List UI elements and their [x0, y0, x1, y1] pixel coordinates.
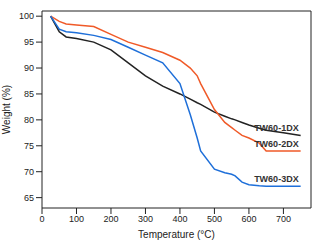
svg-text:Temperature (°C): Temperature (°C) [138, 229, 215, 240]
svg-text:Weight (%): Weight (%) [8, 85, 12, 134]
svg-text:80: 80 [24, 115, 34, 125]
svg-text:700: 700 [276, 214, 291, 224]
svg-text:85: 85 [24, 89, 34, 99]
svg-text:0: 0 [39, 214, 44, 224]
svg-text:100: 100 [19, 11, 34, 21]
svg-text:90: 90 [24, 63, 34, 73]
svg-text:100: 100 [69, 214, 84, 224]
svg-text:TW60-3DX: TW60-3DX [254, 174, 299, 184]
svg-text:65: 65 [24, 193, 34, 203]
svg-text:75: 75 [24, 141, 34, 151]
svg-text:500: 500 [207, 214, 222, 224]
svg-text:200: 200 [103, 214, 118, 224]
svg-text:70: 70 [24, 167, 34, 177]
svg-text:95: 95 [24, 37, 34, 47]
svg-text:300: 300 [138, 214, 153, 224]
svg-text:600: 600 [241, 214, 256, 224]
svg-text:TW60-2DX: TW60-2DX [254, 139, 299, 149]
svg-text:TW60-1DX: TW60-1DX [254, 123, 299, 133]
svg-text:400: 400 [172, 214, 187, 224]
